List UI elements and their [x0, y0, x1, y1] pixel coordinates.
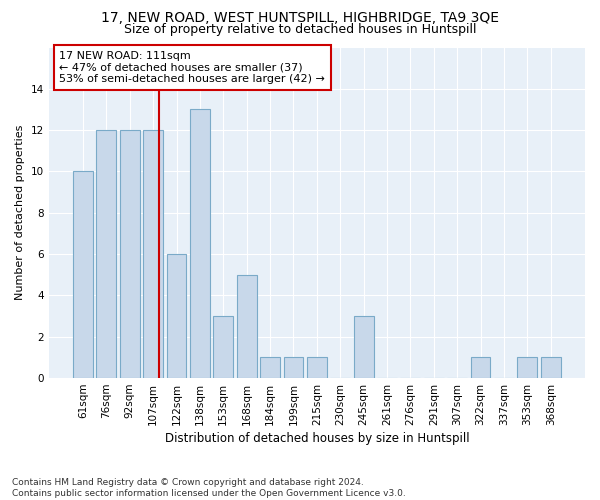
Bar: [120, 130, 140, 378]
Text: Contains HM Land Registry data © Crown copyright and database right 2024.
Contai: Contains HM Land Registry data © Crown c…: [12, 478, 406, 498]
Bar: [237, 275, 257, 378]
X-axis label: Distribution of detached houses by size in Huntspill: Distribution of detached houses by size …: [164, 432, 469, 445]
Bar: [190, 110, 210, 378]
Bar: [284, 358, 304, 378]
Bar: [73, 172, 93, 378]
Text: 17, NEW ROAD, WEST HUNTSPILL, HIGHBRIDGE, TA9 3QE: 17, NEW ROAD, WEST HUNTSPILL, HIGHBRIDGE…: [101, 11, 499, 25]
Bar: [143, 130, 163, 378]
Bar: [517, 358, 537, 378]
Bar: [260, 358, 280, 378]
Y-axis label: Number of detached properties: Number of detached properties: [15, 125, 25, 300]
Bar: [167, 254, 187, 378]
Text: 17 NEW ROAD: 111sqm
← 47% of detached houses are smaller (37)
53% of semi-detach: 17 NEW ROAD: 111sqm ← 47% of detached ho…: [59, 51, 325, 84]
Bar: [214, 316, 233, 378]
Text: Size of property relative to detached houses in Huntspill: Size of property relative to detached ho…: [124, 24, 476, 36]
Bar: [541, 358, 560, 378]
Bar: [353, 316, 374, 378]
Bar: [97, 130, 116, 378]
Bar: [307, 358, 327, 378]
Bar: [470, 358, 490, 378]
